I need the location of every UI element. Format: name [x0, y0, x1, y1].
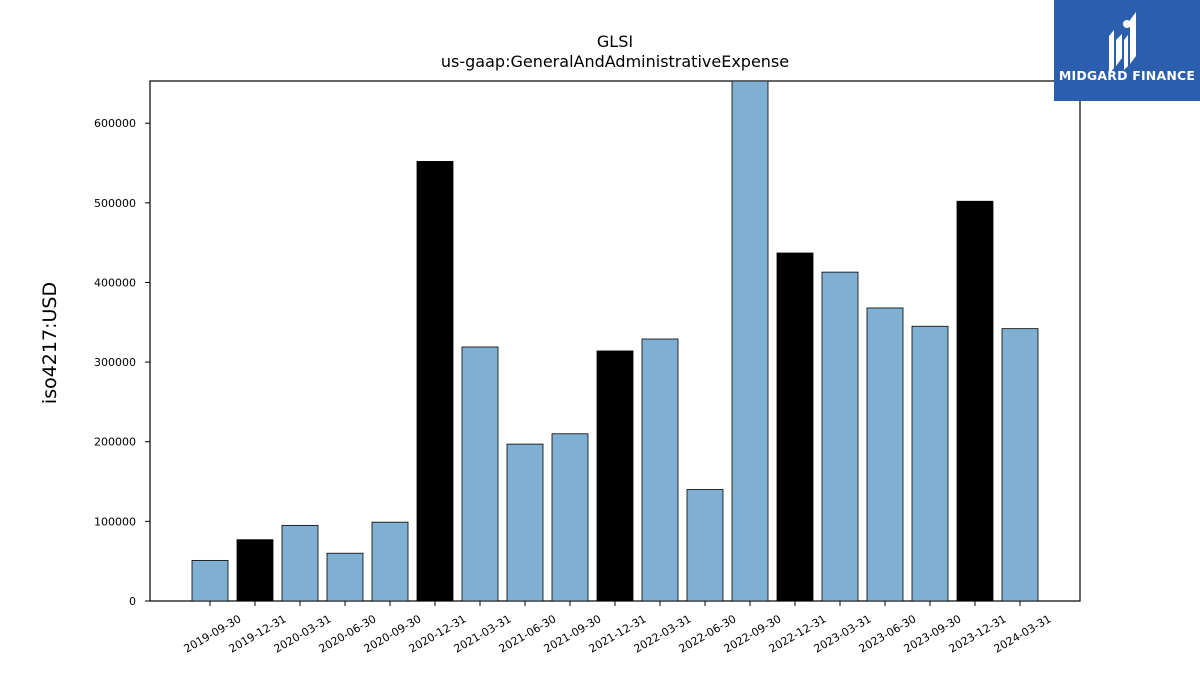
bar [461, 346, 499, 602]
bar [731, 80, 769, 602]
bar [416, 161, 454, 602]
x-axis-ticks: 2019-09-302019-12-312020-03-312020-06-30… [182, 601, 1054, 656]
y-tick-label: 500000 [94, 197, 136, 210]
bar [371, 521, 409, 602]
bar [326, 552, 364, 602]
y-tick-label: 600000 [94, 117, 136, 130]
bar [686, 489, 724, 602]
chart-title: GLSI [596, 32, 634, 51]
bar [551, 433, 589, 602]
logo-text: MIDGARD FINANCE [1058, 68, 1196, 83]
bar [281, 524, 319, 602]
y-tick-label: 300000 [94, 356, 136, 369]
bar [236, 539, 274, 602]
y-axis-ticks: 0 100000 200000 300000 400000 500000 600000 [94, 117, 150, 608]
bar [506, 443, 544, 602]
bar [866, 307, 904, 602]
bars-group [191, 80, 1039, 602]
y-tick-label: 100000 [94, 515, 136, 528]
bar [641, 338, 679, 602]
y-tick-label: 0 [129, 595, 136, 608]
bar [821, 271, 859, 602]
midgard-finance-logo: MIDGARD FINANCE [1054, 0, 1200, 101]
bar [776, 252, 814, 602]
bar [191, 559, 229, 602]
y-tick-label: 200000 [94, 436, 136, 449]
bar [1001, 328, 1039, 602]
bar [956, 200, 994, 602]
y-axis-label: iso4217:USD [39, 281, 61, 405]
bar [596, 350, 634, 602]
bar [911, 325, 949, 602]
logo-mark-icon [1109, 12, 1136, 74]
y-tick-label: 400000 [94, 276, 136, 289]
chart-subtitle: us-gaap:GeneralAndAdministrativeExpense [440, 52, 790, 71]
